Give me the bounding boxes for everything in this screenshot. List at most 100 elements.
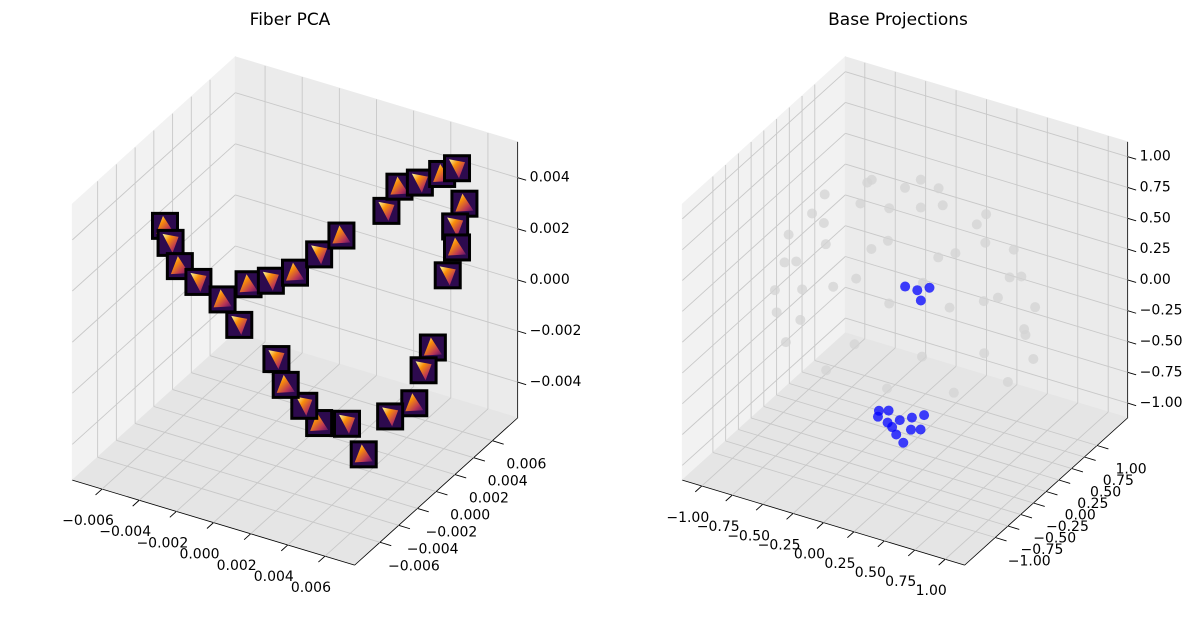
grid-line xyxy=(682,317,846,466)
thumbnail-shape xyxy=(390,176,409,195)
point xyxy=(900,182,910,193)
tick-mark xyxy=(169,511,177,518)
tick-mark xyxy=(417,507,429,513)
tick-mark xyxy=(280,544,289,552)
tick-mark xyxy=(206,522,214,529)
point xyxy=(866,243,877,254)
image-marker xyxy=(225,310,254,339)
x-tick-label: 1.00 xyxy=(916,583,947,599)
tick-mark xyxy=(847,531,855,538)
tick-mark xyxy=(517,228,527,232)
grid-line xyxy=(72,92,236,241)
grid-line xyxy=(801,371,1085,458)
point xyxy=(980,237,991,248)
point xyxy=(887,422,898,433)
point xyxy=(915,174,926,185)
grid-line xyxy=(72,194,236,343)
thumbnail-shape xyxy=(354,444,373,463)
point xyxy=(905,424,916,435)
image-marker xyxy=(208,285,237,314)
image-marker xyxy=(305,409,334,438)
tick-mark xyxy=(436,491,448,496)
grid-line xyxy=(235,194,518,281)
tick-mark xyxy=(1046,491,1058,496)
z-tick-label: −0.25 xyxy=(1140,303,1183,319)
point xyxy=(818,217,829,228)
y-tick-label: 0.006 xyxy=(506,457,546,473)
grid-line xyxy=(682,286,846,435)
grid-line xyxy=(682,71,846,220)
grid-line xyxy=(116,439,399,526)
point xyxy=(821,365,832,376)
tick-mark xyxy=(1071,468,1084,473)
tick-mark xyxy=(95,488,103,496)
tick-mark xyxy=(517,330,527,334)
y-tick-label: −0.75 xyxy=(1021,542,1064,558)
tick-mark xyxy=(132,499,140,507)
tick-mark xyxy=(1033,502,1045,507)
x-tick-label: −0.50 xyxy=(727,528,770,544)
point xyxy=(882,383,893,394)
grid-line xyxy=(845,163,1128,250)
point xyxy=(779,257,790,268)
thumbnail-shape xyxy=(296,396,313,416)
image-marker xyxy=(327,221,356,250)
grid-line xyxy=(235,296,518,383)
y-tick-label: 0.002 xyxy=(469,491,509,507)
y-tick-label: 0.25 xyxy=(1077,496,1108,512)
y-tick-label: −0.006 xyxy=(388,558,440,574)
thumbnail-shape xyxy=(448,237,467,256)
z-tick-label: 0.25 xyxy=(1140,241,1171,257)
image-marker xyxy=(405,168,434,197)
image-marker xyxy=(443,154,472,183)
thumbnail-shape xyxy=(411,173,428,193)
point xyxy=(884,203,895,214)
point xyxy=(884,298,895,309)
z-tick-label: −0.75 xyxy=(1140,364,1183,380)
z-tick-label: 0.75 xyxy=(1140,179,1171,195)
point xyxy=(992,292,1003,303)
y-tick-label: 0.000 xyxy=(450,508,490,524)
x-tick-label: 0.004 xyxy=(254,569,294,585)
point xyxy=(783,229,794,240)
point xyxy=(882,235,893,246)
image-marker xyxy=(376,402,405,431)
tick-mark xyxy=(1127,310,1137,314)
point xyxy=(795,314,806,325)
image-marker xyxy=(443,233,472,262)
image-marker xyxy=(372,196,401,225)
tick-mark xyxy=(755,503,763,511)
y-tick-label: −0.25 xyxy=(1046,519,1089,535)
thumbnail-shape xyxy=(162,233,179,253)
z-tick-label: 0.002 xyxy=(530,221,570,237)
point xyxy=(1008,244,1019,255)
tick-mark xyxy=(877,540,885,548)
y-tick-label: 0.75 xyxy=(1103,473,1134,489)
grid-line xyxy=(789,383,1072,469)
tick-mark xyxy=(454,474,467,479)
thumbnail-shape xyxy=(310,413,329,432)
point xyxy=(971,219,982,230)
point xyxy=(862,177,873,188)
thumbnail-shape xyxy=(239,274,258,293)
x-tick-label: −0.006 xyxy=(62,513,114,529)
tick-mark xyxy=(1127,402,1137,407)
point xyxy=(906,412,917,423)
tick-mark xyxy=(1020,514,1033,519)
point xyxy=(1028,353,1039,364)
z-tick-label: −0.002 xyxy=(530,323,582,339)
grid-line xyxy=(682,256,846,405)
grid-line xyxy=(845,317,1128,404)
thumbnail-shape xyxy=(190,272,207,292)
point xyxy=(978,296,989,307)
grid-line xyxy=(682,132,846,281)
grid-line xyxy=(97,456,381,543)
x-tick-label: −0.002 xyxy=(136,535,188,551)
tick-mark xyxy=(517,381,527,386)
point xyxy=(849,339,860,350)
x-tick-label: 0.25 xyxy=(824,556,855,572)
z-tick-label: −0.50 xyxy=(1140,333,1183,349)
image-marker xyxy=(400,389,429,418)
thumbnail-shape xyxy=(405,393,424,412)
